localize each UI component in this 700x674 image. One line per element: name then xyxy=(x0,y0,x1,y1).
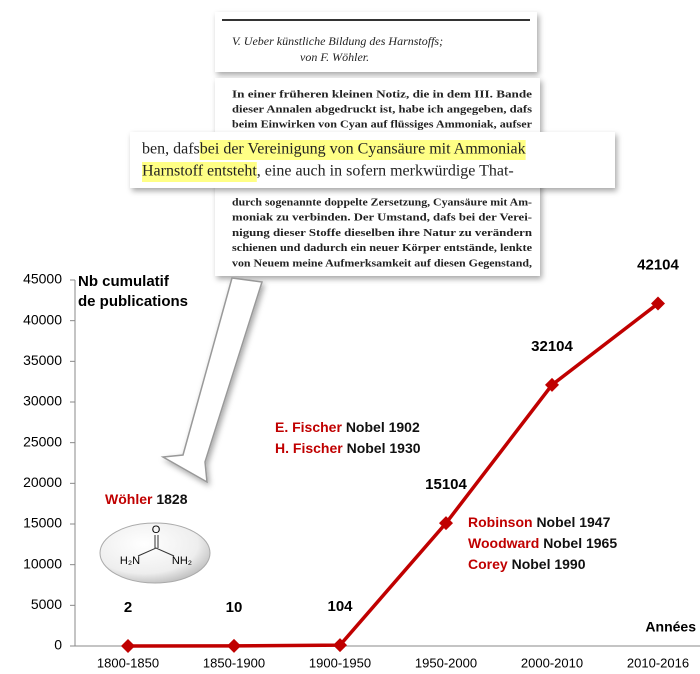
value-label: 104 xyxy=(327,598,353,615)
data-line xyxy=(127,302,660,648)
point xyxy=(651,296,665,311)
doc-line: moniak zu verbinden. Der Umstand, dafs b… xyxy=(232,213,532,224)
molecule-badge xyxy=(99,522,211,584)
annotation-detail: Nobel 1930 xyxy=(347,440,421,456)
annotation: Corey Nobel 1990 xyxy=(468,556,586,572)
value-label: 15104 xyxy=(425,476,467,493)
doc-line: dieser Annalen abgedruckt ist, habe ich … xyxy=(232,104,532,115)
x-tick-label: 2010-2016 xyxy=(627,655,689,670)
annotation: Wöhler 1828 xyxy=(105,491,188,507)
doc-line: nigung dieser Stoffe dieselben ihre Natu… xyxy=(232,228,533,239)
value-label: 42104 xyxy=(637,257,679,274)
x-tick-label: 1900-1950 xyxy=(309,655,371,670)
annotation-name: Robinson xyxy=(468,514,533,530)
highlight-text: ben, dafs xyxy=(142,141,200,158)
annotation-name: Woodward xyxy=(468,535,539,551)
highlight-text: Harnstoff entsteht xyxy=(142,163,257,180)
highlight-text: bei der Vereinigung von Cyansäure mit Am… xyxy=(200,141,526,158)
x-axis-label: Années xyxy=(645,619,696,635)
annotation-detail: Nobel 1947 xyxy=(536,514,610,530)
annotation: E. Fischer Nobel 1902 xyxy=(275,419,420,435)
y-axis-label: Nb cumulatif xyxy=(78,273,170,290)
annotation: Woodward Nobel 1965 xyxy=(468,535,617,551)
y-tick-label: 10000 xyxy=(23,555,62,571)
point xyxy=(333,638,347,653)
point xyxy=(227,638,241,653)
point xyxy=(439,516,453,531)
y-axis-label: de publications xyxy=(78,293,188,310)
value-label: 32104 xyxy=(531,338,573,355)
annotation-name: Corey xyxy=(468,556,508,572)
doc-line: schienen und dadurch ein neuer Körper en… xyxy=(232,243,533,254)
doc-line: beim Einwirken von Cyan auf flüssiges Am… xyxy=(232,119,533,130)
y-tick-label: 45000 xyxy=(23,271,62,287)
annotation-detail: Nobel 1965 xyxy=(543,535,617,551)
bond xyxy=(137,547,175,557)
point xyxy=(545,377,559,392)
x-tick-label: 1850-1900 xyxy=(203,655,265,670)
highlight-text: , eine auch in sofern merkwürdige That- xyxy=(257,163,514,180)
x-tick-label: 2000-2010 xyxy=(521,655,583,670)
text-highlight xyxy=(199,140,526,160)
annotation-detail: Nobel 1990 xyxy=(512,556,586,572)
y-tick-label: 30000 xyxy=(23,393,62,409)
annotation: H. Fischer Nobel 1930 xyxy=(275,440,421,456)
point xyxy=(121,638,135,653)
doc-line: In einer früheren kleinen Notiz, die in … xyxy=(232,89,533,100)
annotation: Robinson Nobel 1947 xyxy=(468,514,611,530)
y-tick-label: 0 xyxy=(54,637,62,653)
doc-line: durch sogenannte doppelte Zersetzung, Cy… xyxy=(232,197,532,208)
value-label: 10 xyxy=(226,599,243,616)
annotation-name: H. Fischer xyxy=(275,440,343,456)
y-tick-label: 40000 xyxy=(23,311,62,327)
y-tick-label: 35000 xyxy=(23,352,62,368)
atom: H₂N xyxy=(120,555,140,567)
x-tick-label: 1800-1850 xyxy=(97,655,159,670)
x-tick-label: 1950-2000 xyxy=(415,655,477,670)
y-tick-label: 5000 xyxy=(31,596,62,612)
annotation-detail: 1828 xyxy=(156,491,187,507)
value-label: 2 xyxy=(124,599,132,616)
callout-arrow xyxy=(160,277,263,484)
y-tick-label: 25000 xyxy=(23,433,62,449)
atom: NH₂ xyxy=(172,555,192,567)
doc-title: von F. Wöhler. xyxy=(300,50,369,64)
y-tick-label: 20000 xyxy=(23,474,62,490)
doc-title-box xyxy=(215,12,537,72)
doc-line: von Neuem meine Aufmerksamkeit auf diese… xyxy=(232,258,533,269)
atom: O xyxy=(152,524,161,536)
annotation-name: Wöhler xyxy=(105,491,153,507)
y-tick-label: 15000 xyxy=(23,515,62,531)
doc-title: V. Ueber künstliche Bildung des Harnstof… xyxy=(232,34,443,48)
annotation-name: E. Fischer xyxy=(275,419,342,435)
text-highlight xyxy=(142,162,257,182)
annotation-detail: Nobel 1902 xyxy=(346,419,420,435)
